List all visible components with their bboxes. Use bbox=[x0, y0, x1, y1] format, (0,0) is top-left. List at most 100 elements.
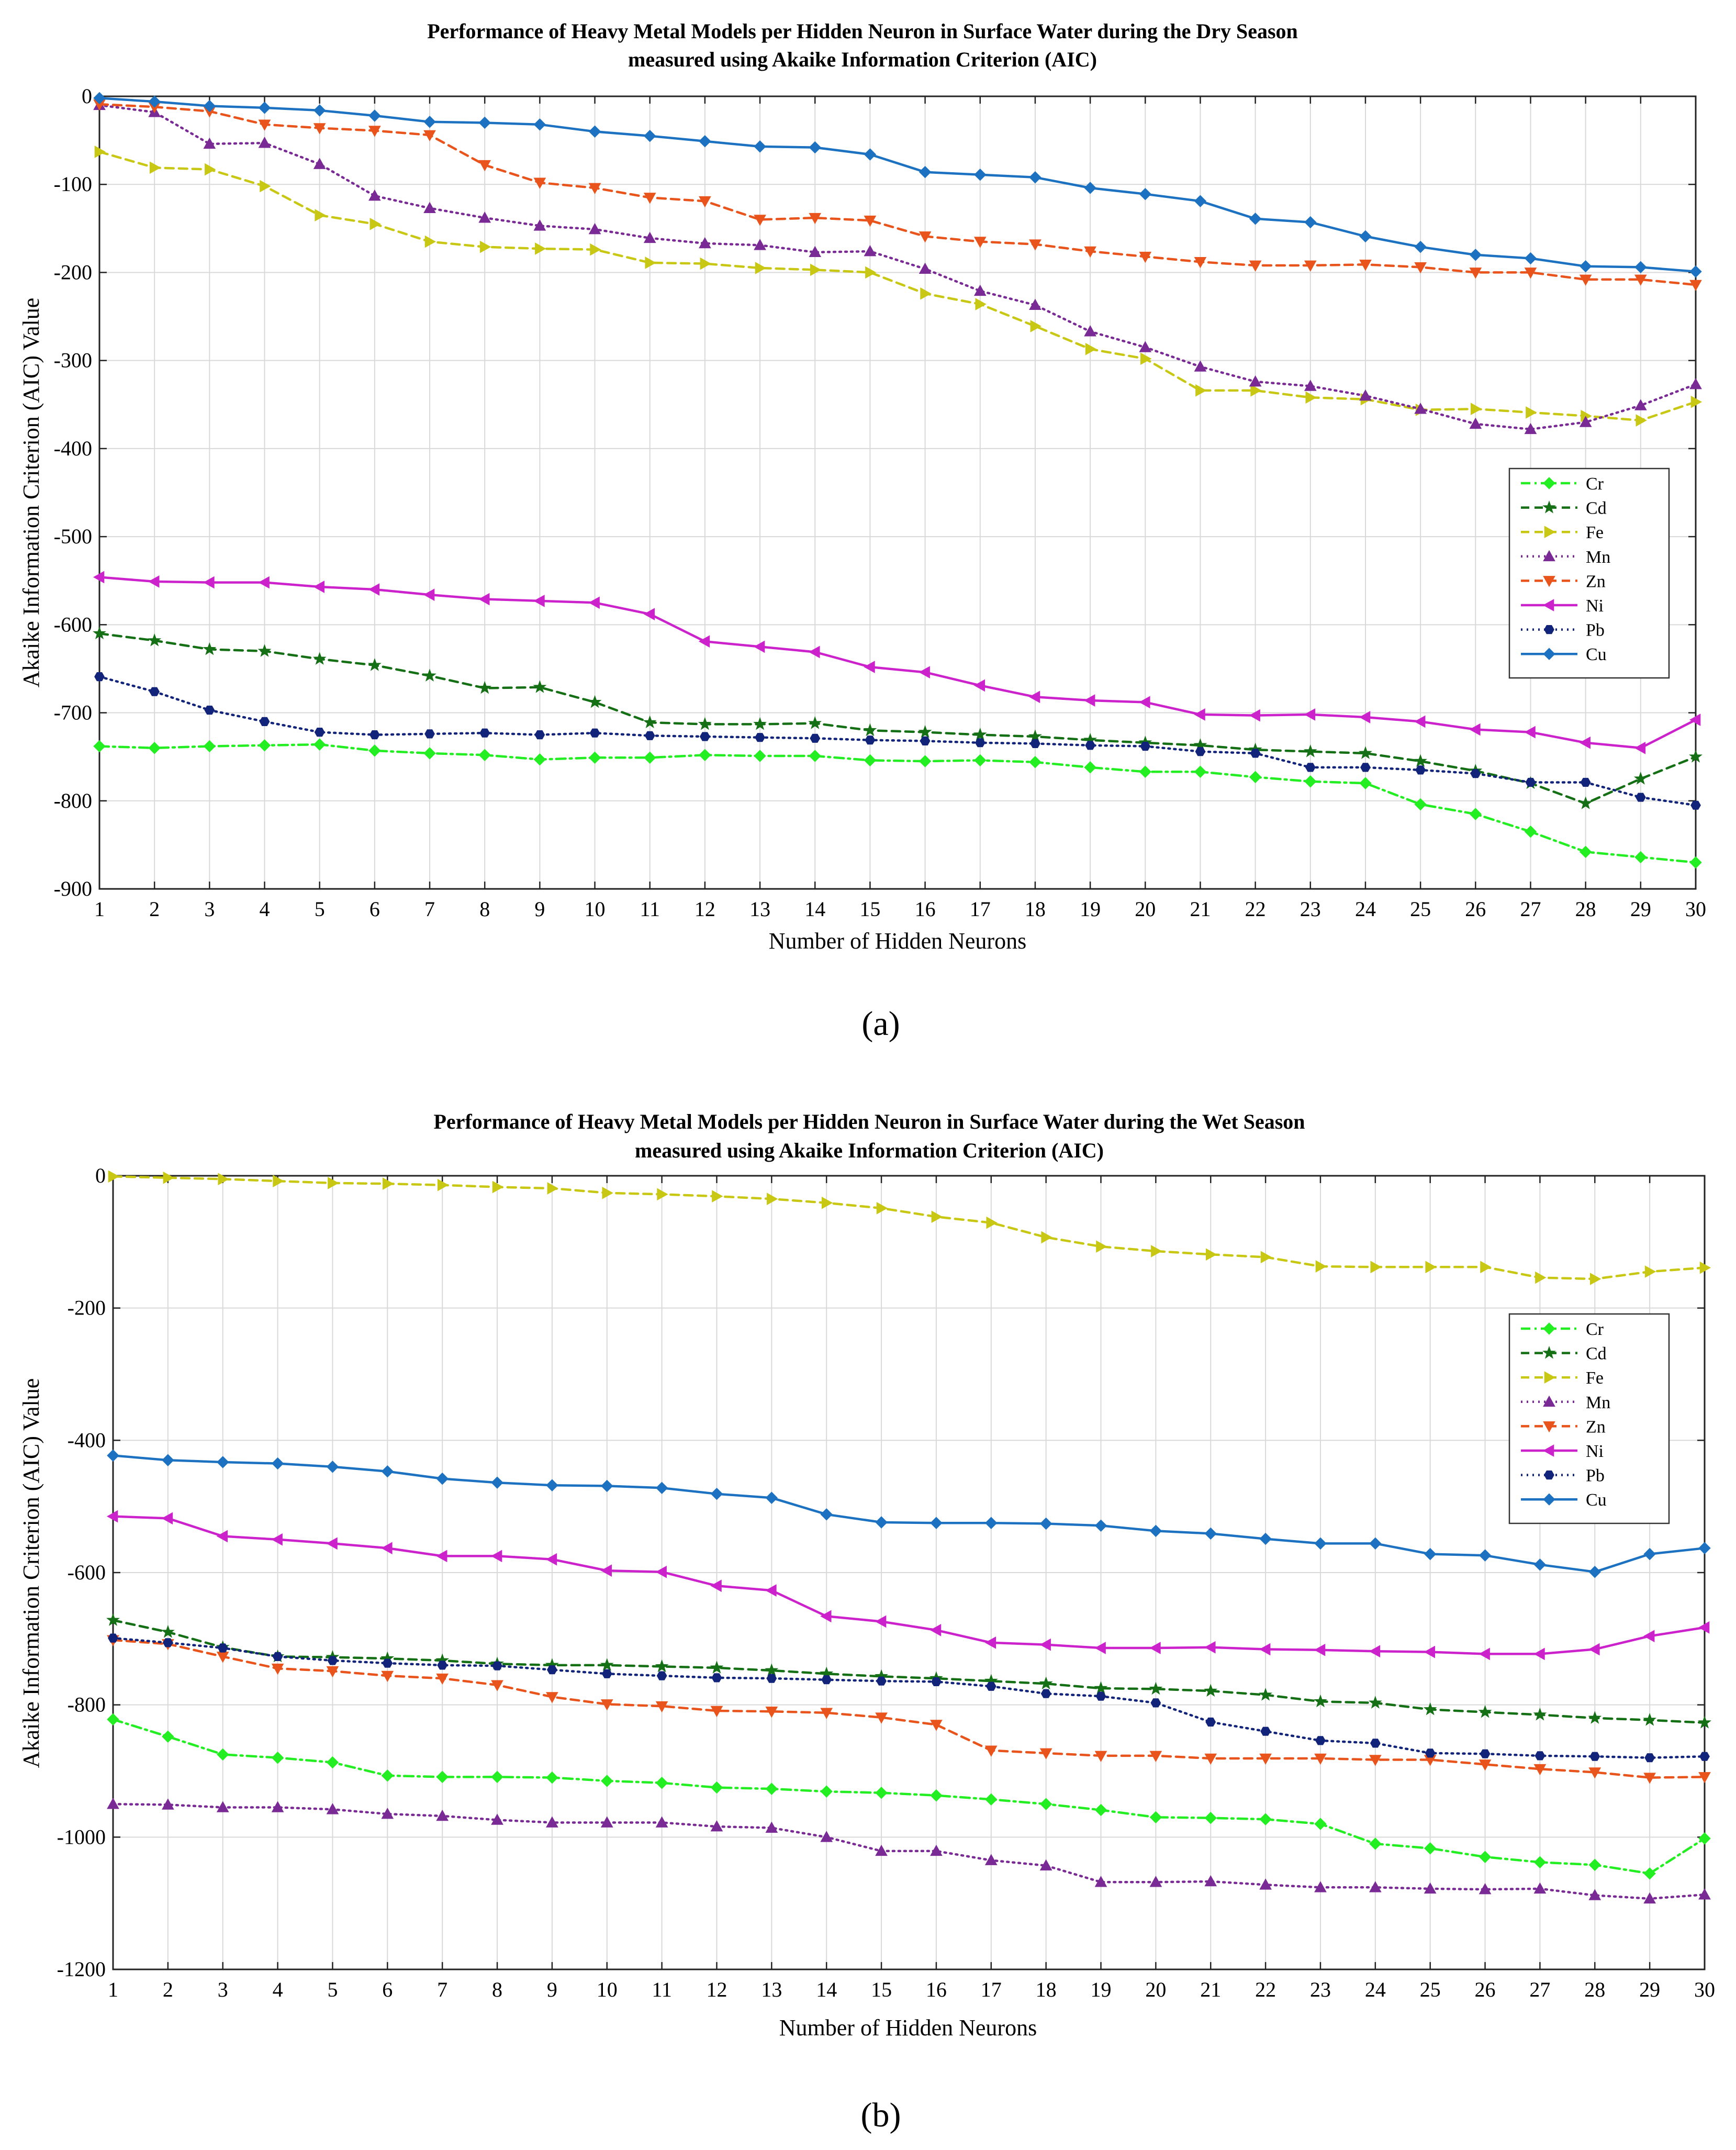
chart-a-x-tick-label: 2 bbox=[149, 897, 160, 921]
chart-b-point-cr bbox=[162, 1730, 174, 1743]
chart-b-point-ni bbox=[1204, 1641, 1216, 1654]
chart-b-legend-marker bbox=[1543, 1421, 1555, 1433]
chart-a-point-pb bbox=[259, 717, 270, 726]
chart-a-legend-marker bbox=[1544, 526, 1556, 539]
chart-a-x-tick-label: 22 bbox=[1245, 897, 1266, 921]
chart-b-point-cr bbox=[875, 1786, 888, 1799]
chart-b-point-ni bbox=[1588, 1643, 1600, 1656]
chart-b-point-cu bbox=[1039, 1517, 1052, 1530]
chart-b-point-zn bbox=[1149, 1751, 1162, 1762]
chart-b-point-cr bbox=[491, 1770, 503, 1784]
chart-a-point-pb bbox=[1305, 763, 1316, 772]
chart-b-point-cd bbox=[1533, 1708, 1547, 1721]
chart-b-legend-label: Zn bbox=[1586, 1417, 1606, 1436]
chart-b-legend-item-cd: Cd bbox=[1521, 1344, 1607, 1364]
chart-a-point-zn bbox=[1469, 268, 1482, 279]
chart-a-point-mn bbox=[258, 137, 271, 148]
chart-a-point-cd bbox=[478, 681, 492, 694]
chart-b-line-ni bbox=[111, 1515, 1706, 1655]
chart-a-x-tick-label: 18 bbox=[1025, 897, 1046, 921]
chart-a-point-zn bbox=[423, 130, 436, 142]
chart-a-point-ni bbox=[533, 595, 545, 607]
chart-a-legend-label: Cu bbox=[1586, 645, 1607, 664]
chart-a-point-ni bbox=[478, 593, 490, 606]
chart-a-title-line1: Performance of Heavy Metal Models per Hi… bbox=[427, 19, 1298, 43]
chart-a-point-pb bbox=[1085, 741, 1096, 750]
chart-b-point-cu bbox=[546, 1479, 558, 1491]
chart-a-point-fe bbox=[369, 218, 381, 230]
chart-b-point-cu bbox=[1149, 1524, 1162, 1538]
chart-a-point-zn bbox=[1634, 274, 1647, 286]
chart-a-point-cr bbox=[203, 740, 216, 753]
chart-a-point-zn bbox=[1579, 274, 1592, 286]
chart-b-point-ni bbox=[1039, 1638, 1051, 1651]
chart-a-point-cr bbox=[1304, 775, 1317, 788]
chart-a-point-pb bbox=[204, 705, 215, 715]
chart-a-point-pb bbox=[479, 728, 490, 738]
chart-b-point-fe bbox=[986, 1216, 998, 1229]
chart-a-point-cu bbox=[1359, 230, 1372, 243]
chart-a-point-cr bbox=[588, 751, 601, 764]
chart-a-point-cd bbox=[423, 669, 436, 682]
chart-b-point-fe bbox=[712, 1190, 723, 1203]
chart-a-point-ni bbox=[423, 588, 435, 601]
chart-wet-season: Performance of Heavy Metal Models per Hi… bbox=[18, 1110, 1715, 2134]
chart-b-point-cu bbox=[1259, 1532, 1272, 1545]
chart-a-line-mn bbox=[98, 104, 1697, 431]
chart-b-point-cr bbox=[381, 1769, 394, 1782]
chart-a-point-cd bbox=[588, 695, 602, 708]
panel-label-b: (b) bbox=[861, 2096, 901, 2134]
chart-b-point-zn bbox=[436, 1673, 449, 1685]
chart-b-point-zn bbox=[1094, 1751, 1107, 1762]
chart-b-y-tick-label: -200 bbox=[68, 1296, 106, 1320]
chart-b-x-tick-label: 9 bbox=[547, 1978, 557, 2001]
chart-a-point-ni bbox=[864, 661, 875, 673]
chart-b-point-ni bbox=[271, 1533, 283, 1546]
chart-b-point-mn bbox=[875, 1844, 888, 1856]
chart-b-x-tick-label: 23 bbox=[1310, 1978, 1331, 2001]
chart-a-point-cr bbox=[809, 750, 821, 762]
chart-b-y-tick-label: -600 bbox=[68, 1561, 106, 1584]
chart-b-point-cd bbox=[1204, 1684, 1218, 1697]
chart-b-y-tick-label: -1000 bbox=[57, 1825, 106, 1848]
chart-a-series-pb bbox=[94, 672, 1701, 810]
chart-b-point-ni bbox=[326, 1537, 338, 1550]
chart-a-point-cu bbox=[93, 92, 106, 105]
chart-b-point-pb bbox=[272, 1652, 283, 1661]
chart-b-point-pb bbox=[931, 1677, 942, 1686]
chart-b-point-zn bbox=[984, 1745, 998, 1757]
chart-b-point-cr bbox=[1698, 1832, 1711, 1845]
chart-b-line-cr bbox=[111, 1718, 1706, 1875]
chart-a-series-zn bbox=[93, 99, 1702, 292]
chart-b-x-tick-label: 30 bbox=[1694, 1978, 1715, 2001]
chart-b-series-pb bbox=[108, 1633, 1710, 1763]
chart-b-point-cr bbox=[1094, 1803, 1107, 1817]
chart-a-point-cu bbox=[919, 165, 932, 179]
chart-a-point-ni bbox=[1414, 715, 1426, 728]
chart-b-point-pb bbox=[1260, 1726, 1271, 1736]
chart-b-point-mn bbox=[1588, 1889, 1601, 1900]
chart-b-point-cr bbox=[1479, 1851, 1492, 1863]
chart-b-point-pb bbox=[1644, 1753, 1655, 1763]
chart-b-point-mn bbox=[820, 1831, 833, 1842]
chart-b-point-ni bbox=[929, 1624, 942, 1636]
chart-a-point-zn bbox=[368, 126, 381, 137]
chart-b-y-tick-label: -1200 bbox=[57, 1957, 106, 1981]
chart-b-series-fe bbox=[108, 1170, 1711, 1285]
chart-a-plot-frame bbox=[98, 95, 1697, 890]
chart-b-point-cu bbox=[1094, 1519, 1107, 1532]
chart-b-point-zn bbox=[875, 1712, 888, 1724]
chart-b-point-mn bbox=[655, 1816, 668, 1828]
chart-a-point-fe bbox=[1636, 414, 1647, 427]
chart-b-point-pb bbox=[1315, 1736, 1326, 1745]
chart-b-point-zn bbox=[1259, 1753, 1272, 1765]
chart-a-point-mn bbox=[1579, 416, 1592, 427]
chart-a-point-pb bbox=[424, 729, 435, 739]
chart-a-point-cr bbox=[1524, 825, 1537, 838]
chart-b-point-cd bbox=[1314, 1694, 1327, 1708]
chart-a-point-zn bbox=[1249, 260, 1262, 272]
chart-a-point-ni bbox=[203, 576, 215, 589]
chart-b-point-cr bbox=[820, 1785, 833, 1798]
chart-a-point-cu bbox=[368, 109, 381, 122]
chart-a-point-mn bbox=[1689, 378, 1702, 389]
